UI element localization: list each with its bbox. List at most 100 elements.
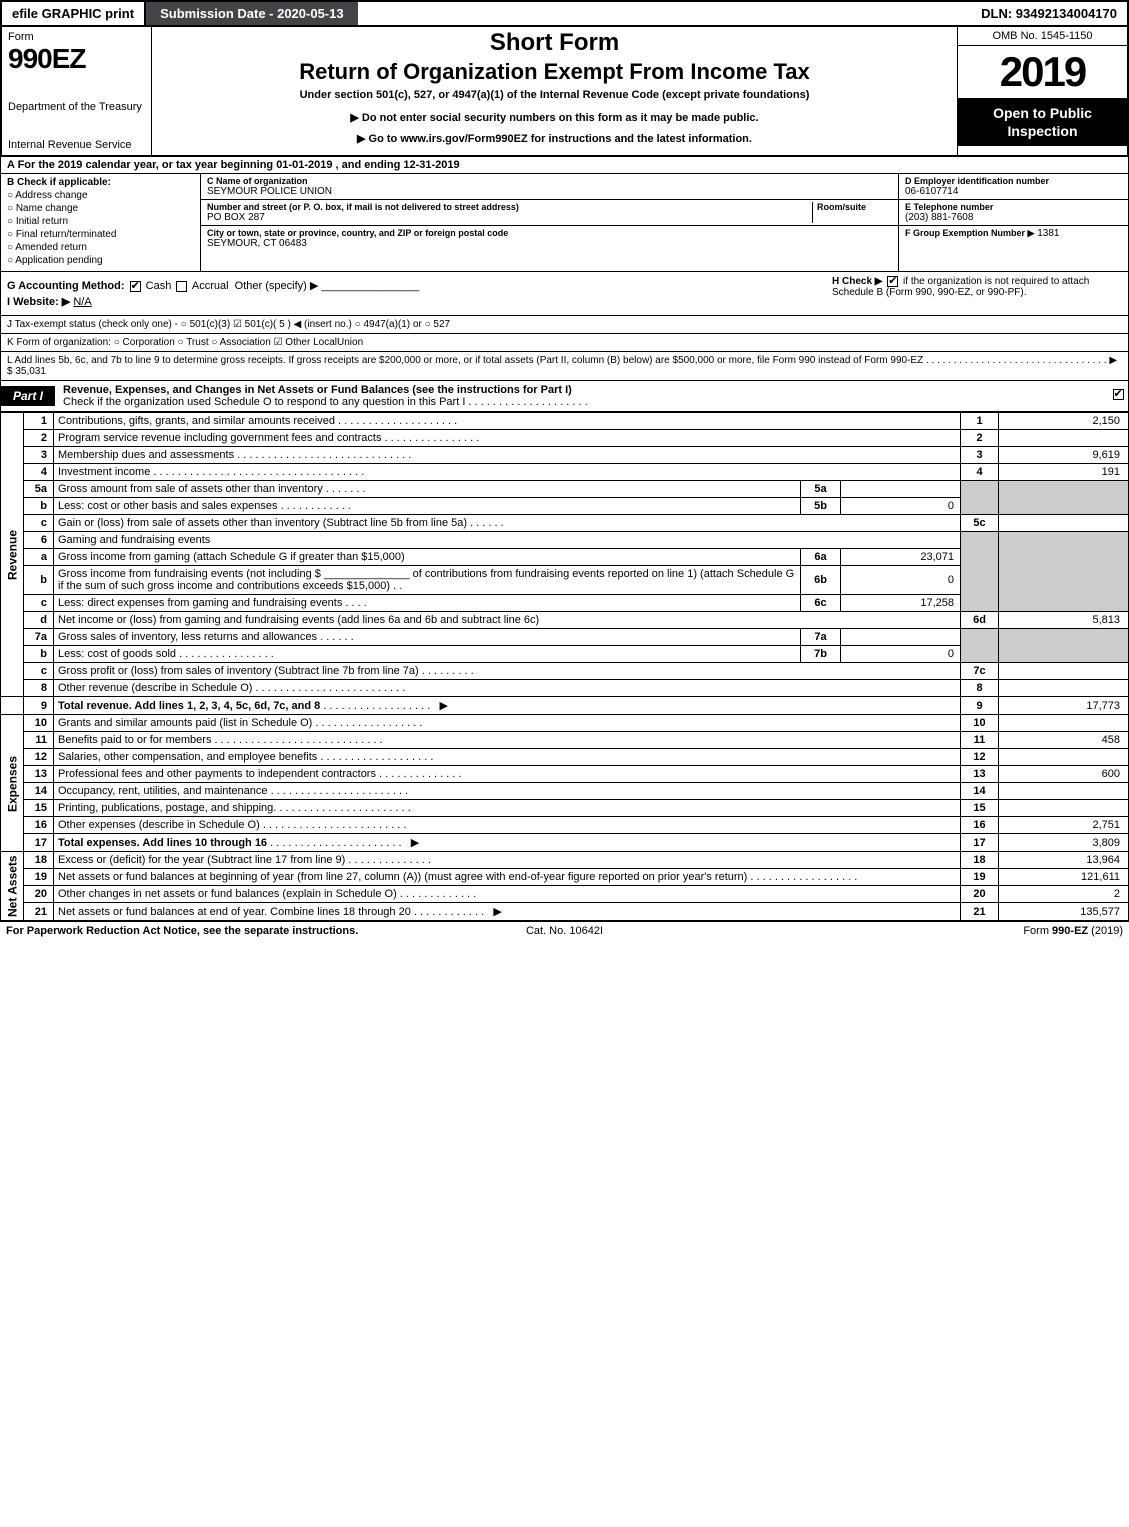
row14-val [999, 783, 1129, 800]
under-section: Under section 501(c), 527, or 4947(a)(1)… [158, 89, 951, 101]
row19-num: 19 [24, 869, 54, 886]
room-label: Room/suite [817, 202, 892, 212]
row13-desc: Professional fees and other payments to … [54, 766, 961, 783]
row7a-desc: Gross sales of inventory, less returns a… [54, 629, 801, 646]
row2-desc: Program service revenue including govern… [54, 430, 961, 447]
row12-val [999, 749, 1129, 766]
part1-title: Revenue, Expenses, and Changes in Net As… [55, 381, 1108, 411]
ghi-block: G Accounting Method: Cash Accrual Other … [0, 272, 1129, 316]
section-b: B Check if applicable: ○ Address change … [1, 174, 201, 271]
org-name-label: C Name of organization [207, 176, 892, 186]
part1-title-text: Revenue, Expenses, and Changes in Net As… [63, 384, 572, 396]
check-schedule-b[interactable] [887, 276, 898, 287]
row5c-box: 5c [961, 515, 999, 532]
check-cash[interactable] [130, 281, 141, 292]
check-accrual[interactable] [176, 281, 187, 292]
other-specify: Other (specify) ▶ [235, 280, 319, 292]
row6c-sv: 17,258 [841, 595, 961, 612]
row20-val: 2 [999, 886, 1129, 903]
row2-val [999, 430, 1129, 447]
row5b-sv: 0 [841, 498, 961, 515]
line-l-value: $ 35,031 [7, 366, 46, 377]
row1-box: 1 [961, 413, 999, 430]
row10-desc: Grants and similar amounts paid (list in… [54, 715, 961, 732]
row19-desc: Net assets or fund balances at beginning… [54, 869, 961, 886]
row3-box: 3 [961, 447, 999, 464]
row16-val: 2,751 [999, 817, 1129, 834]
row17-val: 3,809 [999, 834, 1129, 852]
check-amended-return[interactable]: ○ Amended return [7, 242, 194, 253]
period-line: A For the 2019 calendar year, or tax yea… [0, 157, 1129, 174]
row2-num: 2 [24, 430, 54, 447]
row5a-num: 5a [24, 481, 54, 498]
open-to-public: Open to Public Inspection [958, 98, 1127, 146]
omb-number: OMB No. 1545-1150 [958, 27, 1127, 46]
ein-label: D Employer identification number [905, 176, 1122, 186]
row17-num: 17 [24, 834, 54, 852]
part1-checkbox[interactable] [1113, 389, 1124, 400]
row18-val: 13,964 [999, 852, 1129, 869]
check-final-return[interactable]: ○ Final return/terminated [7, 229, 194, 240]
line-h-label: H Check ▶ [832, 276, 882, 287]
row6c-desc: Less: direct expenses from gaming and fu… [54, 595, 801, 612]
row8-val [999, 680, 1129, 697]
row14-box: 14 [961, 783, 999, 800]
goto-link[interactable]: ▶ Go to www.irs.gov/Form990EZ for instru… [158, 132, 951, 145]
row6d-val: 5,813 [999, 612, 1129, 629]
group-row: F Group Exemption Number ▶ 1381 [899, 226, 1128, 241]
check-initial-return[interactable]: ○ Initial return [7, 216, 194, 227]
ein-value: 06-6107714 [905, 186, 1122, 197]
group-value: 1381 [1037, 228, 1059, 239]
row5-grey [961, 481, 999, 515]
row7c-box: 7c [961, 663, 999, 680]
check-address-change[interactable]: ○ Address change [7, 190, 194, 201]
row12-box: 12 [961, 749, 999, 766]
row6-grey [961, 532, 999, 612]
org-name: SEYMOUR POLICE UNION [207, 186, 892, 197]
row8-box: 8 [961, 680, 999, 697]
row4-val: 191 [999, 464, 1129, 481]
row9-desc: Total revenue. Add lines 1, 2, 3, 4, 5c,… [54, 697, 961, 715]
row9-num: 9 [24, 697, 54, 715]
row7-grey [961, 629, 999, 663]
website-value: N/A [73, 296, 91, 308]
row9-arrow: ▶ [439, 700, 447, 712]
row21-val: 135,577 [999, 903, 1129, 921]
row1-num: 1 [24, 413, 54, 430]
row4-desc: Investment income . . . . . . . . . . . … [54, 464, 961, 481]
row7b-sv: 0 [841, 646, 961, 663]
row12-desc: Salaries, other compensation, and employ… [54, 749, 961, 766]
submission-date: Submission Date - 2020-05-13 [146, 2, 358, 25]
line-h: H Check ▶ if the organization is not req… [822, 276, 1122, 311]
netassets-sidelabel: Net Assets [1, 852, 24, 921]
city-row: City or town, state or province, country… [201, 226, 898, 251]
line-i-label: I Website: ▶ [7, 296, 70, 308]
row19-val: 121,611 [999, 869, 1129, 886]
row11-num: 11 [24, 732, 54, 749]
row20-desc: Other changes in net assets or fund bala… [54, 886, 961, 903]
row3-num: 3 [24, 447, 54, 464]
expenses-sidelabel: Expenses [1, 715, 24, 852]
row6a-num: a [24, 549, 54, 566]
line-i: I Website: ▶ N/A [7, 295, 822, 308]
check-application-pending[interactable]: ○ Application pending [7, 255, 194, 266]
row18-box: 18 [961, 852, 999, 869]
row5-grey-val [999, 481, 1129, 515]
section-b-title: B Check if applicable: [7, 177, 194, 188]
row8-num: 8 [24, 680, 54, 697]
line-g: G Accounting Method: Cash Accrual Other … [7, 279, 822, 292]
row7b-num: b [24, 646, 54, 663]
row17-desc: Total expenses. Add lines 10 through 16 … [54, 834, 961, 852]
row16-num: 16 [24, 817, 54, 834]
row16-desc: Other expenses (describe in Schedule O) … [54, 817, 961, 834]
row19-box: 19 [961, 869, 999, 886]
tel-label: E Telephone number [905, 202, 1122, 212]
check-name-change[interactable]: ○ Name change [7, 203, 194, 214]
form-number: 990EZ [8, 43, 145, 75]
row5c-desc: Gain or (loss) from sale of assets other… [54, 515, 961, 532]
row6-grey-val [999, 532, 1129, 612]
row5a-desc: Gross amount from sale of assets other t… [54, 481, 801, 498]
row5b-num: b [24, 498, 54, 515]
info-block: B Check if applicable: ○ Address change … [0, 174, 1129, 272]
row3-val: 9,619 [999, 447, 1129, 464]
